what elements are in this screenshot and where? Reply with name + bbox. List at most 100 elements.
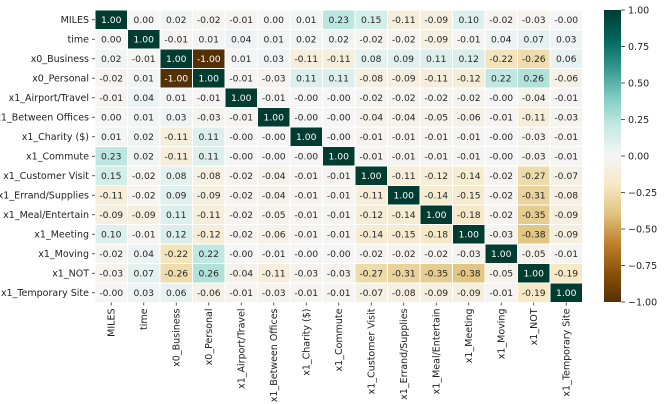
heatmap-cell-label: -0.03 [457, 249, 481, 260]
heatmap-cell-label: 1.00 [199, 74, 220, 85]
heatmap-cell-label: 1.00 [264, 113, 285, 124]
heatmap-cell-label: -0.01 [327, 210, 351, 221]
heatmap-cell-label: -0.11 [99, 191, 123, 202]
heatmap-cell-label: 0.07 [524, 35, 545, 46]
heatmap-cell-label: 0.04 [134, 249, 155, 260]
heatmap-cell-label: -0.00 [489, 93, 513, 104]
heatmap-cell-label: 0.00 [264, 15, 285, 26]
heatmap-cell-label: 0.01 [296, 15, 316, 26]
heatmap-cell-label: -0.01 [359, 132, 383, 143]
heatmap-cell-label: -0.00 [554, 15, 578, 26]
heatmap-cell-label: 0.02 [101, 54, 121, 65]
heatmap-cell-label: -0.01 [392, 152, 416, 163]
heatmap-cell-label: -0.01 [164, 35, 188, 46]
heatmap-cell-label: 0.01 [231, 54, 251, 65]
heatmap-cell-label: -0.00 [327, 249, 351, 260]
heatmap-cell-label: -0.01 [327, 191, 351, 202]
heatmap-cell-label: 1.00 [426, 210, 447, 221]
y-tick-label: x1_Customer Visit [3, 171, 89, 182]
heatmap-cell-label: -0.02 [424, 93, 448, 104]
heatmap-cell-label: -0.02 [359, 249, 383, 260]
heatmap-cell-label: -0.00 [99, 288, 123, 299]
heatmap-cell-label: -0.02 [229, 210, 253, 221]
heatmap-cell-label: -0.02 [489, 171, 513, 182]
heatmap-cell-label: 1.00 [394, 191, 415, 202]
heatmap-cell-label: 0.06 [166, 288, 187, 299]
heatmap-cell-label: -0.01 [229, 15, 253, 26]
heatmap-cell-label: 0.01 [264, 35, 284, 46]
colorbar-tick-label: −0.25 [628, 188, 657, 199]
y-tick-label: x1_NOT [52, 269, 89, 280]
heatmap-cell-label: 0.01 [166, 93, 186, 104]
heatmap-cell-label: -0.00 [294, 152, 318, 163]
heatmap-cell-label: -0.01 [424, 152, 448, 163]
heatmap-cell-label: 1.00 [134, 35, 155, 46]
heatmap-cell-label: -0.05 [522, 249, 546, 260]
heatmap-cell-label: -0.14 [392, 210, 416, 221]
heatmap-cell-label: -0.01 [229, 288, 253, 299]
heatmap-cell-label: -0.01 [327, 230, 351, 241]
heatmap-cell-label: -0.01 [554, 93, 578, 104]
heatmap-cell-label: -0.11 [294, 54, 318, 65]
heatmap-cell-label: 0.09 [394, 54, 415, 65]
heatmap-cell-label: 0.03 [166, 113, 187, 124]
x-tick-label: x1_Charity ($) [302, 309, 313, 376]
heatmap-cell-label: -0.19 [554, 269, 578, 280]
heatmap-cell-label: 0.03 [556, 35, 577, 46]
heatmap-cell-label: -0.00 [229, 249, 253, 260]
heatmap-cell-label: 0.07 [134, 269, 155, 280]
heatmap-cell-label: -0.04 [359, 113, 383, 124]
x-tick-label: x1_Temporary Site [562, 308, 573, 396]
heatmap-cell-label: -0.09 [424, 15, 448, 26]
heatmap-cell-label: 0.15 [361, 15, 382, 26]
heatmap-cell-label: -0.01 [489, 288, 513, 299]
heatmap-cell-label: 0.10 [101, 230, 122, 241]
heatmap-cell-label: -0.01 [359, 152, 383, 163]
y-tick-label: MILES [61, 15, 89, 26]
heatmap-cell-label: -0.35 [522, 210, 546, 221]
colorbar [604, 10, 621, 302]
heatmap-cell-label: -0.11 [327, 54, 351, 65]
x-tick-label: x1_Moving [497, 309, 508, 360]
heatmap-cell-label: -0.03 [99, 269, 123, 280]
heatmap-cell-label: -0.08 [359, 74, 383, 85]
heatmap-cell-label: 1.00 [556, 288, 577, 299]
heatmap-cell-label: -0.01 [327, 288, 351, 299]
heatmap-cell-label: -0.02 [132, 191, 156, 202]
heatmap-cell-label: -0.08 [392, 288, 416, 299]
heatmap-cell-label: 0.11 [296, 74, 316, 85]
heatmap-cell-label: -0.38 [457, 269, 481, 280]
heatmap-cell-label: 0.22 [199, 249, 219, 260]
heatmap-cell-label: 0.04 [134, 93, 155, 104]
heatmap-cell-label: 0.06 [556, 54, 577, 65]
heatmap-cell-label: 0.08 [166, 171, 187, 182]
heatmap-cell-label: -0.00 [229, 132, 253, 143]
heatmap-cell-label: 1.00 [329, 152, 350, 163]
x-tick-label: x1_Customer Visit [367, 308, 378, 394]
heatmap-cell-label: 1.00 [524, 269, 545, 280]
heatmap-cell-label: -0.02 [392, 35, 416, 46]
x-tick-label: MILES [107, 309, 118, 337]
heatmap-cell-label: -0.01 [457, 152, 481, 163]
heatmap-cell-label: -0.02 [197, 15, 221, 26]
heatmap-cell-label: 0.00 [134, 15, 155, 26]
heatmap-cell-label: -0.31 [522, 191, 546, 202]
heatmap-cell-label: -0.15 [392, 230, 416, 241]
heatmap-cell-label: 0.11 [199, 152, 219, 163]
heatmap-cell-label: -0.02 [489, 15, 513, 26]
heatmap-cell-label: -0.01 [489, 113, 513, 124]
heatmap-cell-label: 1.00 [296, 132, 317, 143]
heatmap-cell-label: 0.11 [426, 54, 446, 65]
heatmap-cell-label: -0.03 [522, 15, 546, 26]
heatmap-cell-label: -0.01 [197, 93, 221, 104]
heatmap-cell-label: -0.01 [294, 171, 318, 182]
heatmap-cell-label: 0.12 [459, 54, 479, 65]
heatmap-cell-label: 0.22 [491, 74, 511, 85]
heatmap-cell-label: -1.00 [164, 74, 188, 85]
heatmap-cell-label: -0.09 [554, 210, 578, 221]
heatmap-cell-label: -0.22 [164, 249, 188, 260]
heatmap-cell-label: 0.23 [329, 15, 350, 26]
y-tick-label: x1_Meal/Entertain [3, 210, 89, 221]
heatmap-cell-label: 1.00 [491, 249, 512, 260]
heatmap-cell-label: -0.02 [392, 249, 416, 260]
